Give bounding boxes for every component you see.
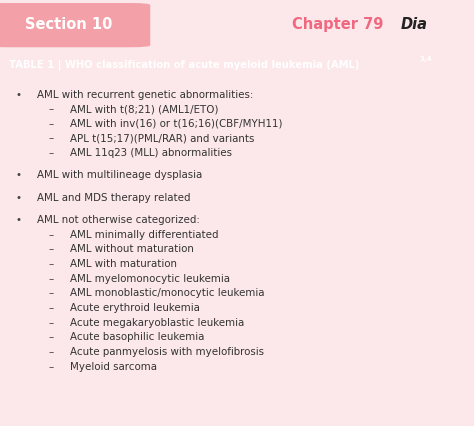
Text: –: – [48, 347, 54, 357]
Text: Acute erythroid leukemia: Acute erythroid leukemia [70, 303, 200, 313]
Text: Section 10: Section 10 [25, 17, 112, 32]
Text: AML monoblastic/monocytic leukemia: AML monoblastic/monocytic leukemia [70, 288, 264, 298]
Text: AML with maturation: AML with maturation [70, 259, 177, 269]
Text: –: – [48, 230, 54, 240]
Text: •: • [15, 215, 21, 225]
Text: 3,4: 3,4 [420, 55, 433, 61]
Text: –: – [48, 245, 54, 254]
Text: AML and MDS therapy related: AML and MDS therapy related [37, 193, 191, 203]
Text: AML with inv(16) or t(16;16)(CBF/MYH11): AML with inv(16) or t(16;16)(CBF/MYH11) [70, 119, 283, 129]
Text: AML without maturation: AML without maturation [70, 245, 194, 254]
Text: AML minimally differentiated: AML minimally differentiated [70, 230, 219, 240]
Text: AML myelomonocytic leukemia: AML myelomonocytic leukemia [70, 273, 230, 284]
Text: AML not otherwise categorized:: AML not otherwise categorized: [37, 215, 200, 225]
Text: –: – [48, 318, 54, 328]
Text: TABLE 1 | WHO classification of acute myeloid leukemia (AML): TABLE 1 | WHO classification of acute my… [9, 60, 359, 71]
Text: –: – [48, 104, 54, 114]
FancyBboxPatch shape [0, 3, 150, 47]
Text: •: • [15, 89, 21, 100]
Text: •: • [15, 170, 21, 181]
Text: Dia: Dia [401, 17, 428, 32]
Text: –: – [48, 303, 54, 313]
Text: Acute panmyelosis with myelofibrosis: Acute panmyelosis with myelofibrosis [70, 347, 264, 357]
Text: Chapter 79: Chapter 79 [292, 17, 383, 32]
Text: –: – [48, 362, 54, 371]
Text: –: – [48, 288, 54, 298]
Text: Myeloid sarcoma: Myeloid sarcoma [70, 362, 157, 371]
Text: Acute megakaryoblastic leukemia: Acute megakaryoblastic leukemia [70, 318, 245, 328]
Text: –: – [48, 134, 54, 144]
Text: Acute basophilic leukemia: Acute basophilic leukemia [70, 332, 204, 343]
Text: –: – [48, 332, 54, 343]
Text: •: • [15, 193, 21, 203]
Text: AML with multilineage dysplasia: AML with multilineage dysplasia [37, 170, 202, 181]
Text: –: – [48, 119, 54, 129]
Text: AML with t(8;21) (AML1/ETO): AML with t(8;21) (AML1/ETO) [70, 104, 219, 114]
Text: AML 11q23 (MLL) abnormalities: AML 11q23 (MLL) abnormalities [70, 148, 232, 158]
Text: APL t(15;17)(PML/RAR) and variants: APL t(15;17)(PML/RAR) and variants [70, 134, 255, 144]
Text: AML with recurrent genetic abnormalities:: AML with recurrent genetic abnormalities… [37, 89, 253, 100]
Text: –: – [48, 148, 54, 158]
Text: –: – [48, 273, 54, 284]
Text: –: – [48, 259, 54, 269]
